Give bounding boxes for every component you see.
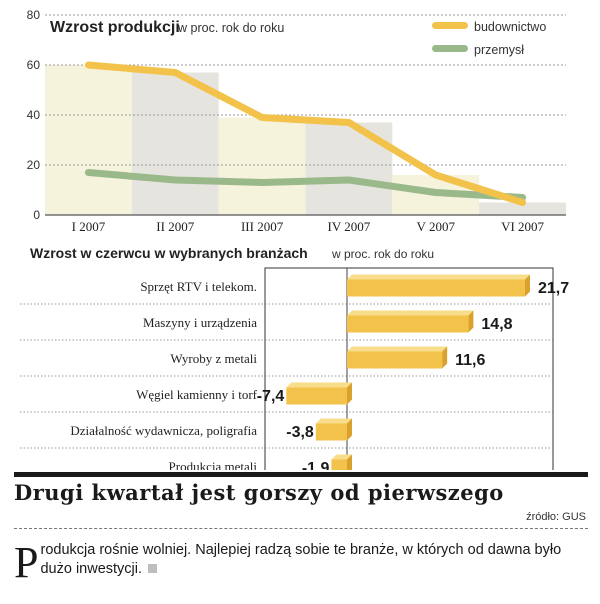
x-tick-label: IV 2007 — [328, 219, 371, 234]
category-label: Sprzęt RTV i telekom. — [140, 279, 257, 294]
value-label: -7,4 — [257, 388, 285, 405]
bar-top-face — [331, 454, 352, 460]
x-tick-label: I 2007 — [72, 219, 106, 234]
end-mark-icon — [148, 564, 158, 573]
headline-rule — [14, 472, 588, 477]
bar-side-face — [347, 418, 352, 441]
dashed-divider — [14, 528, 588, 529]
bar-chart-title: Wzrost w czerwcu w wybranych branżach — [30, 245, 308, 261]
legend-label-budownictwo: budownictwo — [474, 20, 546, 34]
bar-chart-subtitle: w proc. rok do roku — [331, 247, 434, 261]
x-tick-label: V 2007 — [417, 219, 456, 234]
bar-side-face — [347, 454, 352, 470]
x-tick-label: VI 2007 — [501, 219, 544, 234]
x-tick-label: III 2007 — [241, 219, 284, 234]
bar — [347, 315, 469, 333]
value-label: -1,9 — [302, 460, 330, 470]
period-band — [45, 65, 132, 215]
legend-swatch-budownictwo — [432, 22, 468, 29]
source-note: źródło: GUS — [526, 511, 586, 523]
category-label: Maszyny i urządzenia — [143, 315, 257, 330]
period-band — [479, 202, 566, 215]
period-band — [305, 122, 393, 215]
bar-side-face — [468, 310, 474, 333]
bar-top-face — [347, 346, 448, 352]
value-label: 21,7 — [538, 280, 569, 297]
value-label: 14,8 — [481, 316, 512, 333]
bar — [347, 279, 525, 297]
category-label: Wyroby z metali — [170, 351, 257, 366]
headline: Drugi kwartał jest gorszy od pierwszego — [14, 480, 504, 505]
bar-top-face — [347, 310, 474, 316]
y-tick-label: 60 — [27, 58, 41, 72]
x-tick-label: II 2007 — [156, 219, 194, 234]
bar-top-face — [347, 274, 530, 280]
bar — [315, 423, 347, 441]
value-label: 11,6 — [455, 352, 485, 369]
bar-side-face — [442, 346, 448, 369]
line-chart-subtitle: w proc. rok do roku — [177, 21, 284, 35]
bar-top-face — [286, 382, 352, 388]
bar-side-face — [525, 274, 530, 297]
period-band — [218, 117, 306, 215]
drop-cap: P — [14, 538, 39, 587]
bar-side-face — [347, 382, 352, 405]
line-chart-title: Wzrost produkcji — [50, 19, 180, 36]
y-tick-label: 80 — [27, 8, 41, 22]
y-tick-label: 20 — [27, 158, 41, 172]
series-line-przemysł — [84, 169, 527, 201]
article-text: rodukcja rośnie wolniej. Najlepiej radzą… — [40, 542, 562, 577]
legend-swatch-przemysl — [432, 45, 468, 52]
bar — [331, 459, 347, 470]
value-label: -3,8 — [286, 424, 314, 441]
series-line-budownictwo — [84, 61, 527, 206]
category-label: Produkcja metali — [169, 459, 258, 470]
bar — [347, 351, 443, 369]
legend-label-przemysl: przemysł — [474, 43, 524, 57]
production-growth-line-chart: 0 20 40 60 80 I 2007 II 2007 III 2007 IV 2007 V … — [27, 8, 566, 234]
y-tick-label: 40 — [27, 108, 41, 122]
y-tick-label: 0 — [33, 208, 40, 222]
category-label: Węgiel kamienny i torf — [136, 387, 258, 402]
period-band — [131, 72, 219, 215]
category-label: Działalność wydawnicza, poligrafia — [70, 423, 257, 438]
bar-top-face — [315, 418, 352, 424]
sector-growth-bar-chart: Wzrost w czerwcu w wybranych branżach w … — [20, 245, 569, 470]
bar — [286, 387, 347, 405]
